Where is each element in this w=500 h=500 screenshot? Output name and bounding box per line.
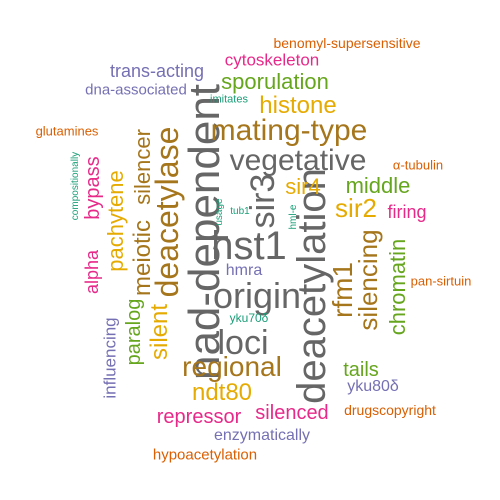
word-regional: regional xyxy=(182,351,282,382)
word-repressor: repressor xyxy=(156,406,242,428)
word-sir2: sir2 xyxy=(335,193,377,223)
word-cytoskeleton: cytoskeleton xyxy=(224,50,320,70)
word-loci: loci xyxy=(217,324,269,362)
word-alpha: alpha xyxy=(82,249,102,295)
word-sir4: sir4 xyxy=(285,174,321,199)
word-silent: silent xyxy=(146,303,173,361)
word-meiotic: meiotic xyxy=(129,219,156,297)
word-sporulation: sporulation xyxy=(221,69,329,94)
word-vegetative: vegetative xyxy=(229,144,367,177)
word-silencer: silencer xyxy=(130,129,155,205)
word-bypass: bypass xyxy=(82,156,104,220)
word-ndt80: ndt80 xyxy=(191,379,253,406)
word-drugscopyright: drugscopyright xyxy=(344,402,436,418)
word-silenced: silenced xyxy=(255,402,329,424)
word-yku80d: yku80δ xyxy=(347,378,399,395)
word-alpha-tubulin: α-tubulin xyxy=(392,157,444,173)
word-sir3: sir3 xyxy=(244,173,282,229)
word-histone: histone xyxy=(259,92,337,119)
word-mating-type: mating-type xyxy=(210,114,368,147)
word-trans-acting: trans-acting xyxy=(109,61,205,81)
word-usage: usage xyxy=(214,198,225,226)
word-pachytene: pachytene xyxy=(103,170,128,272)
word-hypoacetylation: hypoacetylation xyxy=(152,446,258,464)
word-paralog: paralog xyxy=(123,298,145,366)
word-benomyl-supersensitive: benomyl-supersensitive xyxy=(273,35,421,51)
word-chromatin: chromatin xyxy=(385,238,410,336)
word-glutamines: glutamines xyxy=(35,123,99,139)
word-hst1: hst1 xyxy=(211,224,287,268)
word-middle: middle xyxy=(345,173,411,198)
word-origin: origin xyxy=(212,275,302,316)
word-compositionally: compositionally xyxy=(70,151,81,221)
word-yku70d: yku70δ xyxy=(229,311,269,325)
word-tub1: tub1 xyxy=(230,206,250,217)
word-tails: tails xyxy=(343,359,379,381)
word-imitates: imitates xyxy=(210,93,248,106)
word-pan-sirtuin: pan-sirtuin xyxy=(410,273,472,289)
word-dna-associated: dna-associated xyxy=(85,81,187,99)
word-silencing: silencing xyxy=(353,229,383,331)
word-hml-e: hml-e xyxy=(288,204,299,230)
word-influencing: influencing xyxy=(100,317,120,399)
word-hmra: hmra xyxy=(225,262,263,279)
word-firing: firing xyxy=(387,202,427,222)
word-enzymatically: enzymatically xyxy=(213,427,311,444)
